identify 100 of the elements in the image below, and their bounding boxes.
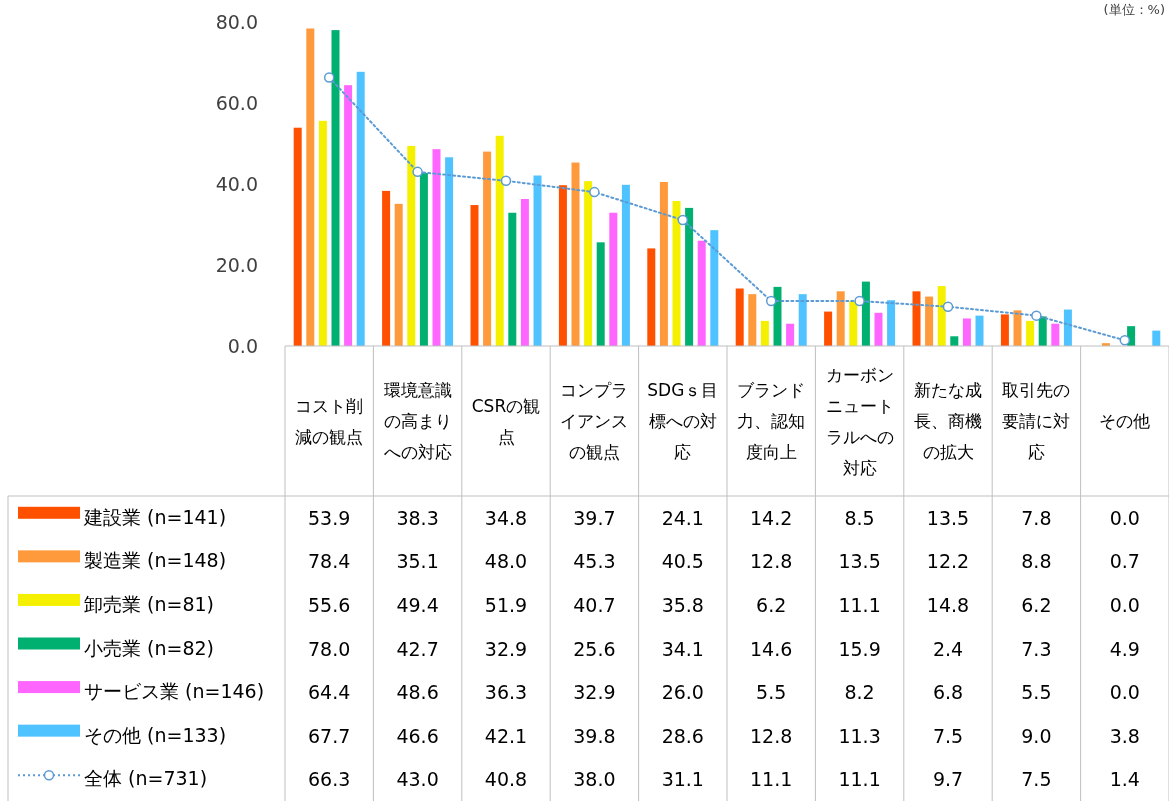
data-label: 7.8 xyxy=(1021,506,1052,529)
bar xyxy=(356,71,365,346)
x-tick-label: ブランド力、認知度向上 xyxy=(737,380,806,462)
data-label: 24.1 xyxy=(661,506,704,529)
x-tick-label: CSRの観点 xyxy=(471,395,541,447)
data-label: 67.7 xyxy=(308,724,351,747)
bar xyxy=(558,185,567,346)
bar xyxy=(318,120,327,346)
data-label: 34.1 xyxy=(661,637,704,660)
data-label: 36.3 xyxy=(484,681,528,704)
bar xyxy=(887,300,896,346)
y-tick-label: 0.0 xyxy=(227,335,258,357)
data-label: 64.4 xyxy=(308,681,351,704)
data-label: 11.3 xyxy=(838,724,881,747)
point xyxy=(942,301,954,312)
point xyxy=(589,186,600,198)
legend-label: サービス業 (n=146) xyxy=(84,680,265,703)
bar xyxy=(621,184,630,346)
data-label: 5.5 xyxy=(756,681,787,704)
bar xyxy=(748,294,757,346)
bar xyxy=(861,281,870,346)
point xyxy=(1031,310,1042,321)
data-label: 40.8 xyxy=(484,768,528,791)
data-label: 6.2 xyxy=(1021,593,1052,616)
point xyxy=(1119,335,1131,346)
bar xyxy=(596,242,605,346)
data-label: 0.7 xyxy=(1109,550,1140,573)
bar xyxy=(382,190,391,346)
bar xyxy=(836,291,845,346)
bar xyxy=(584,181,593,346)
bar xyxy=(786,323,795,346)
data-label: 25.6 xyxy=(573,637,616,660)
legend-label: 建設業 (n=141) xyxy=(83,505,227,528)
legend-label: 全体 (n=731) xyxy=(84,767,208,790)
bar xyxy=(1038,316,1047,346)
data-label: 7.5 xyxy=(932,724,964,747)
data-label: 48.6 xyxy=(396,681,439,704)
data-label: 0.0 xyxy=(1109,593,1140,616)
data-label: 9.7 xyxy=(932,768,964,791)
data-label: 4.9 xyxy=(1109,637,1140,660)
bar xyxy=(1063,309,1072,346)
data-label: 53.9 xyxy=(308,506,351,529)
point xyxy=(765,295,777,307)
data-label: 31.1 xyxy=(661,768,704,791)
bar xyxy=(533,175,542,346)
bar xyxy=(735,288,744,346)
point xyxy=(412,166,423,178)
bar xyxy=(912,291,921,346)
data-label: 13.5 xyxy=(838,550,881,573)
bar xyxy=(419,173,428,346)
data-label: 40.7 xyxy=(573,593,616,616)
data-label: 8.5 xyxy=(844,506,875,529)
x-tick-label: 取引先の要請に対応 xyxy=(1002,380,1071,462)
bar xyxy=(470,205,479,346)
y-tick-label: 60.0 xyxy=(215,92,258,114)
bar xyxy=(773,286,782,346)
bar xyxy=(1026,320,1035,346)
data-label: 46.6 xyxy=(396,724,439,747)
bar xyxy=(937,286,946,346)
data-label: 78.0 xyxy=(308,637,351,660)
data-label: 12.2 xyxy=(926,550,970,573)
bar xyxy=(432,149,441,346)
bar xyxy=(306,28,315,346)
data-label: 51.9 xyxy=(484,593,528,616)
data-label: 26.0 xyxy=(661,681,704,704)
y-tick-label: 20.0 xyxy=(215,254,258,276)
point xyxy=(677,214,689,226)
x-tick-label: SDGｓ目標への対応 xyxy=(647,380,719,462)
data-label: 8.2 xyxy=(844,681,875,704)
data-label: 78.4 xyxy=(308,550,351,573)
data-label: 48.0 xyxy=(484,550,528,573)
bar xyxy=(962,318,971,346)
bar xyxy=(571,162,580,346)
bar xyxy=(344,85,353,346)
data-label: 0.0 xyxy=(1109,506,1140,529)
point xyxy=(854,295,865,307)
bar xyxy=(407,145,416,346)
data-label: 11.1 xyxy=(838,593,881,616)
bar xyxy=(293,127,302,346)
data-label: 42.1 xyxy=(484,724,528,747)
bar xyxy=(760,320,769,346)
legend-label: その他 (n=133) xyxy=(84,723,227,746)
data-label: 39.7 xyxy=(573,506,616,529)
bar xyxy=(685,207,694,346)
x-tick-label: その他 xyxy=(1099,411,1151,431)
data-label: 15.9 xyxy=(838,637,881,660)
bar xyxy=(508,212,517,346)
data-label: 32.9 xyxy=(484,637,528,660)
bar xyxy=(925,296,934,346)
data-label: 2.4 xyxy=(932,637,964,660)
data-label: 7.3 xyxy=(1021,637,1052,660)
data-label: 12.8 xyxy=(750,724,793,747)
bar xyxy=(394,203,403,346)
x-tick-label: 環境意識の高まりへの対応 xyxy=(383,380,452,462)
x-tick-label: コスト削減の観点 xyxy=(295,395,364,447)
data-label: 38.0 xyxy=(573,768,616,791)
data-label: 0.0 xyxy=(1109,681,1140,704)
data-label: 11.1 xyxy=(838,768,881,791)
point xyxy=(323,72,335,83)
data-label: 14.2 xyxy=(750,506,793,529)
